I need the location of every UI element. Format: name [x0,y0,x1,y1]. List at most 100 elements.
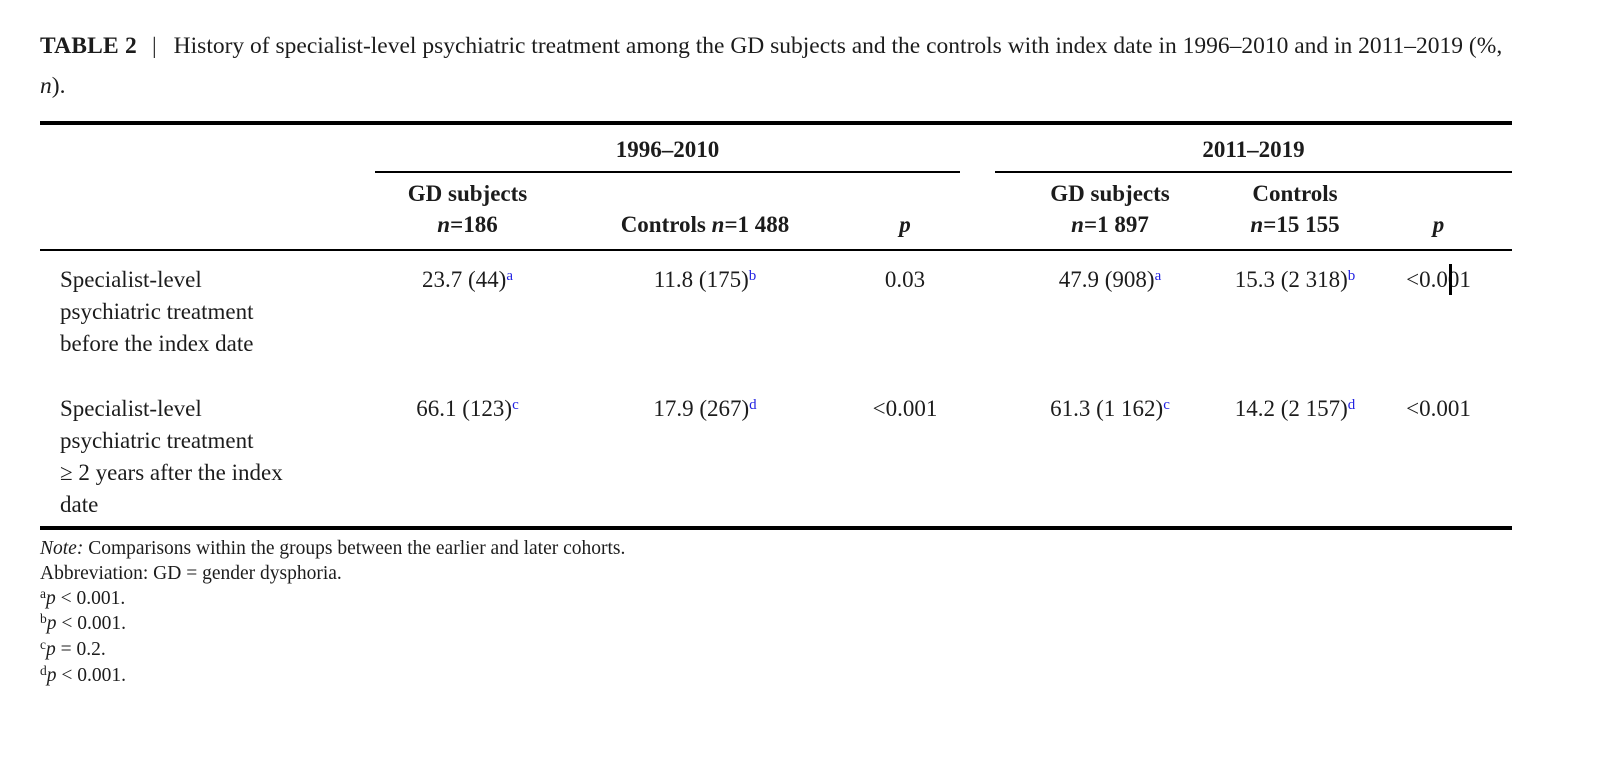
row-label-after-index: Specialist-level psychiatric treatment ≥… [40,380,375,530]
group-gap-cell [960,250,995,380]
group-header-2011-2019: 2011–2019 [995,121,1512,173]
caption-text: History of specialist-level psychiatric … [173,33,1503,59]
header-gd-subjects-2011: GD subjects n=1 897 [995,172,1225,251]
caption-separator-bar: | [151,33,157,59]
footnote-p-symbol: p [46,613,57,635]
row-label-line: psychiatric treatment [60,428,254,453]
cell-value: 14.2 (2 157) [1234,396,1348,421]
table-number-label: TABLE 2 [40,33,137,59]
header-gd2-n: n [1071,212,1084,237]
footnote-item-c: cp = 0.2. [40,637,1580,664]
cell-gd-2011: 47.9 (908)a [995,250,1225,380]
footnote-item-b: bp < 0.001. [40,611,1580,638]
cell-value: 66.1 (123) [416,396,513,421]
cell-controls-2011: 14.2 (2 157)d [1225,380,1365,530]
results-table: 1996–2010 2011–2019 GD subjects n=186 Co… [40,121,1512,530]
row-label-before-index: Specialist-level psychiatric treatment b… [40,250,375,380]
header-ctrl1-n: n [711,212,725,237]
header-ctrl2-count: =15 155 [1263,212,1340,237]
cell-value: 47.9 (908) [1058,267,1155,292]
footnote-marker-link: d [1347,397,1356,413]
group-header-1996-2010: 1996–2010 [375,121,960,173]
footnote-p-symbol: p [46,587,56,609]
cell-value: 11.8 (175) [653,267,749,292]
cell-value: <0.001 [872,396,938,421]
footnote-marker: c [40,637,46,653]
header-ctrl1-count: =1 488 [724,212,790,237]
footnote-value: = 0.2. [55,639,106,661]
footnote-marker-link: b [748,268,757,284]
spacer-cell [40,121,375,172]
footnote-p-symbol: p [46,664,57,686]
header-gd2-count: =1 897 [1083,212,1149,237]
cell-gd-2011: 61.3 (1 162)c [995,380,1225,530]
header-p2-label: p [1432,212,1445,237]
footnote-marker: d [40,662,47,678]
cell-value: <0.001 [1406,396,1471,421]
header-p1-label: p [899,212,911,237]
footnote-p-symbol: p [46,639,56,661]
header-p-2011: p [1365,172,1512,251]
group-gap-cell [960,380,995,530]
caption-italic-n: n [40,73,52,99]
table-row-before-index-date: Specialist-level psychiatric treatment b… [40,250,1512,380]
header-gd1-n: n [437,212,451,237]
cell-controls-1996: 17.9 (267)d [560,380,850,530]
table-caption: TABLE 2 | History of specialist-level psyc… [40,26,1525,106]
cell-p-2011: <0.001 [1365,250,1512,380]
header-gd1-count: =186 [450,212,498,237]
footnote-marker: a [40,585,46,601]
column-subheader-row: GD subjects n=186 Controls n=1 488 p GD … [40,172,1512,251]
footnote-marker-link: c [1163,397,1170,413]
footnote-abbreviation: Abbreviation: GD = gender dysphoria. [40,562,342,584]
cell-controls-1996: 11.8 (175)b [560,250,850,380]
row-label-line: Specialist-level [60,267,202,292]
footnote-value: < 0.001. [56,664,126,686]
header-controls-2011: Controls n=15 155 [1225,172,1365,251]
cell-p-1996: 0.03 [850,250,960,380]
header-gd1-title: GD subjects [407,181,528,206]
header-gd2-title: GD subjects [1050,181,1170,206]
header-gd-subjects-1996: GD subjects n=186 [375,172,560,251]
footnote-item-d: dp < 0.001. [40,662,1580,690]
row-label-line: date [60,492,99,517]
cell-value: <0.001 [1406,267,1471,292]
footnote-marker-link: a [506,268,513,284]
header-ctrl2-title: Controls [1252,181,1338,206]
cell-value: 23.7 (44) [422,267,507,292]
header-controls-1996: Controls n=1 488 [560,172,850,251]
cell-p-2011: <0.001 [1365,380,1512,530]
caption-text-end: ). [51,73,66,99]
table-row-after-index-date: Specialist-level psychiatric treatment ≥… [40,380,1512,530]
row-label-line: before the index date [60,331,254,356]
cell-value: 61.3 (1 162) [1050,396,1164,421]
row-label-line: psychiatric treatment [60,299,254,324]
note-text: Comparisons within the groups between th… [83,538,626,559]
footnote-marker: b [40,611,47,627]
group-gap-cell [960,121,995,172]
footnote-marker-link: c [512,397,519,413]
cell-value: 0.03 [884,267,926,292]
row-label-line: ≥ 2 years after the index [60,460,283,485]
cell-controls-2011: 15.3 (2 318)b [1225,250,1365,380]
footnote-value: < 0.001. [56,613,126,635]
footnote-value: < 0.001. [55,587,126,609]
spacer-cell [40,172,375,251]
footnote-marker-link: a [1154,268,1162,284]
footnote-marker-link: d [749,397,757,413]
header-ctrl1-title: Controls [620,212,712,237]
table-footnotes: Note: Comparisons within the groups betw… [40,537,1580,690]
group-gap-cell [960,172,995,251]
footnote-note: Note: Comparisons within the groups betw… [40,537,1580,562]
cell-gd-1996: 23.7 (44)a [375,250,560,380]
header-ctrl2-n: n [1250,212,1264,237]
header-p-1996: p [850,172,960,251]
cell-p-1996: <0.001 [850,380,960,530]
cell-gd-1996: 66.1 (123)c [375,380,560,530]
row-label-line: Specialist-level [60,396,202,421]
text-cursor-caret [1449,264,1452,295]
cell-value: 17.9 (267) [653,396,750,421]
cell-value: 15.3 (2 318) [1234,267,1348,292]
footnote-marker-link: b [1347,268,1356,284]
footnote-item-a: ap < 0.001. [40,585,1580,613]
